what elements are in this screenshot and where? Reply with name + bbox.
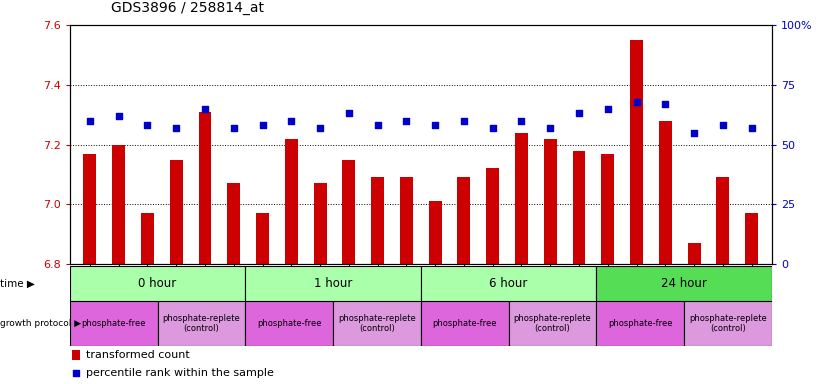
Bar [70,266,245,301]
Point [170,125,183,131]
Point [601,106,614,112]
Point [658,101,672,107]
Point [285,118,298,124]
Bar [421,266,596,301]
Bar [141,214,154,264]
Bar [70,301,158,346]
Text: transformed count: transformed count [85,350,190,360]
Bar [429,201,442,264]
Bar [688,243,700,264]
Point [716,122,729,129]
Bar [508,301,596,346]
Bar [71,350,80,360]
Text: phosphate-free: phosphate-free [81,319,146,328]
Point [687,129,700,136]
Text: phosphate-replete
(control): phosphate-replete (control) [513,314,591,333]
Bar [245,301,333,346]
Bar [112,145,125,264]
Bar [342,159,355,264]
Point [486,125,499,131]
Bar [572,151,585,264]
Point [256,122,269,129]
Text: growth protocol ▶: growth protocol ▶ [0,319,81,328]
Bar [486,169,499,264]
Bar [227,184,241,264]
Bar [596,266,772,301]
Bar [333,301,421,346]
Point [429,122,442,129]
Text: phosphate-free: phosphate-free [433,319,497,328]
Point [371,122,384,129]
Text: phosphate-replete
(control): phosphate-replete (control) [689,314,767,333]
Point [84,118,97,124]
Point [544,125,557,131]
Bar [314,184,327,264]
Bar [256,214,269,264]
Text: phosphate-free: phosphate-free [608,319,672,328]
Point [342,111,355,117]
Point [227,125,241,131]
Point [112,113,126,119]
Point [69,369,82,376]
Bar [544,139,557,264]
Bar [400,177,413,264]
Text: phosphate-replete
(control): phosphate-replete (control) [338,314,415,333]
Point [572,111,585,117]
Bar [421,301,508,346]
Bar [596,301,684,346]
Point [141,122,154,129]
Bar [371,177,384,264]
Bar [285,139,298,264]
Bar [457,177,470,264]
Bar [717,177,729,264]
Point [314,125,327,131]
Point [630,98,643,104]
Bar [199,112,212,264]
Text: phosphate-replete
(control): phosphate-replete (control) [163,314,241,333]
Text: 0 hour: 0 hour [139,277,177,290]
Point [515,118,528,124]
Point [199,106,212,112]
Bar [84,154,96,264]
Bar [630,40,643,264]
Text: percentile rank within the sample: percentile rank within the sample [85,367,273,377]
Bar [515,132,528,264]
Bar [245,266,421,301]
Bar [684,301,772,346]
Point [745,125,758,131]
Point [400,118,413,124]
Text: phosphate-free: phosphate-free [257,319,321,328]
Bar [745,214,758,264]
Point [457,118,470,124]
Text: time ▶: time ▶ [0,279,34,289]
Text: 24 hour: 24 hour [661,277,707,290]
Bar [170,159,183,264]
Text: 6 hour: 6 hour [489,277,528,290]
Text: 1 hour: 1 hour [314,277,352,290]
Bar [658,121,672,264]
Bar [601,154,614,264]
Bar [158,301,245,346]
Text: GDS3896 / 258814_at: GDS3896 / 258814_at [111,2,264,15]
